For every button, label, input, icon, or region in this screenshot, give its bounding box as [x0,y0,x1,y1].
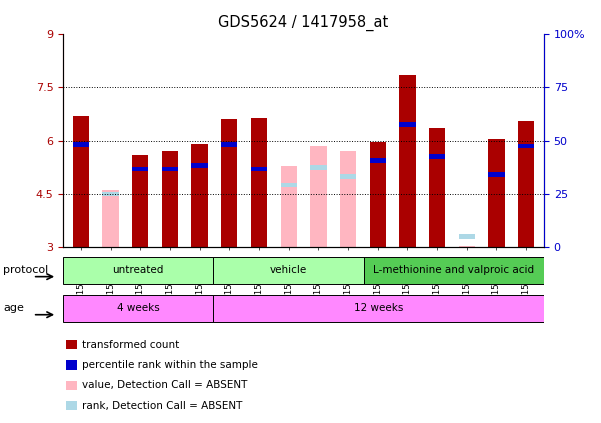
Bar [429,128,445,247]
Bar [340,151,356,247]
Bar [459,234,475,239]
Bar [518,144,534,148]
Text: 12 weeks: 12 weeks [354,303,403,313]
Bar [162,167,178,171]
Bar [518,121,534,247]
Bar [364,257,544,284]
Text: transformed count: transformed count [82,340,179,350]
Bar [132,167,148,171]
Bar [73,142,89,146]
Bar [310,165,326,170]
Bar [399,75,415,247]
Text: percentile rank within the sample: percentile rank within the sample [82,360,258,370]
Bar [73,116,89,247]
Bar [213,295,544,322]
Text: rank, Detection Call = ABSENT: rank, Detection Call = ABSENT [82,401,242,411]
Bar [488,172,505,177]
Bar [251,118,267,247]
Bar [488,139,505,247]
Bar [221,142,237,146]
Bar [63,257,213,284]
Text: vehicle: vehicle [270,265,307,275]
Bar [102,190,119,247]
Bar [63,295,213,322]
Bar [66,340,77,349]
Bar [221,119,237,247]
Bar [399,122,415,127]
Text: 4 weeks: 4 weeks [117,303,160,313]
Bar [192,144,208,247]
Bar [370,158,386,162]
Bar [370,143,386,247]
Bar [66,401,77,410]
Bar [429,154,445,159]
Bar [310,146,326,247]
Bar [281,183,297,187]
Bar [66,381,77,390]
Bar [132,155,148,247]
Text: untreated: untreated [112,265,164,275]
Text: age: age [3,303,24,313]
Bar [213,257,364,284]
Text: L-methionine and valproic acid: L-methionine and valproic acid [373,265,534,275]
Text: protocol: protocol [3,265,48,275]
Text: value, Detection Call = ABSENT: value, Detection Call = ABSENT [82,380,247,390]
Bar [162,151,178,247]
Bar [102,192,119,196]
Bar [459,246,475,247]
Bar [251,167,267,171]
Bar [340,174,356,179]
Bar [66,360,77,370]
Bar [281,165,297,247]
Bar [192,163,208,168]
Text: GDS5624 / 1417958_at: GDS5624 / 1417958_at [218,15,389,31]
